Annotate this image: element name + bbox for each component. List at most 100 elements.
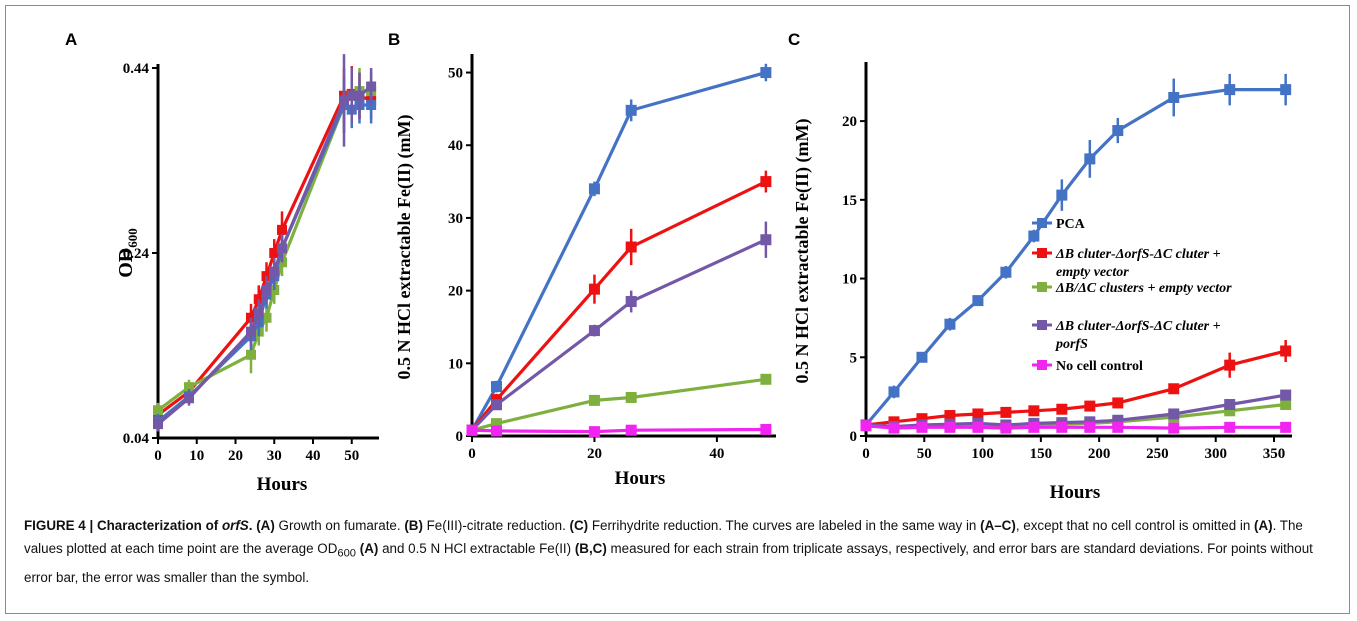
- series-line: [470, 180, 767, 432]
- caption-text-c: Ferrihydrite reduction. The curves are l…: [588, 518, 981, 533]
- data-point: [1168, 408, 1180, 420]
- data-point: [1168, 422, 1180, 434]
- legend-marker: [1037, 218, 1047, 228]
- panel-label: B: [388, 30, 400, 49]
- data-point: [888, 422, 900, 434]
- data-point: [1028, 405, 1040, 417]
- y-tick-label: 20: [842, 114, 857, 130]
- data-point: [1056, 421, 1068, 433]
- data-point: [490, 425, 502, 437]
- caption-fig-label-end: .: [248, 518, 253, 533]
- data-point: [1224, 359, 1236, 371]
- x-tick-label: 50: [917, 446, 932, 462]
- data-point: [1084, 400, 1096, 412]
- x-tick-label: 250: [1146, 446, 1169, 462]
- caption-text-a2: . The values plotted at each time point …: [24, 518, 1303, 556]
- x-tick-label: 350: [1263, 446, 1286, 462]
- legend-label: No cell control: [1056, 359, 1143, 374]
- data-point: [1056, 189, 1068, 201]
- data-point: [625, 296, 637, 308]
- series-line: [471, 427, 766, 434]
- data-point: [588, 325, 600, 337]
- data-point: [916, 413, 928, 425]
- data-point: [1224, 84, 1236, 96]
- data-point: [490, 399, 502, 411]
- y-tick-label: 15: [842, 193, 857, 209]
- y-tick-label: 0.44: [123, 61, 150, 77]
- series-green: [153, 68, 377, 418]
- y-tick-label: 10: [448, 356, 463, 372]
- panel-label: C: [788, 30, 800, 49]
- caption-text-a: Growth on fumarate.: [274, 518, 405, 533]
- caption-od-sub: 600: [337, 547, 357, 560]
- data-point: [1028, 230, 1040, 242]
- y-tick-label: 0.04: [123, 431, 150, 447]
- x-tick-label: 100: [971, 446, 994, 462]
- series-line: [470, 238, 767, 432]
- data-point: [1112, 414, 1124, 426]
- legend-label: empty vector: [1056, 265, 1129, 280]
- data-point: [1000, 406, 1012, 418]
- legend-label: porfS: [1055, 337, 1088, 352]
- data-point: [760, 234, 772, 246]
- data-point: [184, 393, 194, 404]
- y-tick-label: 10: [842, 272, 857, 288]
- panel-label: A: [65, 30, 77, 49]
- caption-text-bc: measured for each strain from triplicate…: [24, 541, 1313, 585]
- x-axis-title: Hours: [257, 474, 308, 495]
- chart-panel-b: B 0 10 20 30 40 50 0 20 40 Hours 0.5 N HCl extracta…: [388, 30, 776, 489]
- data-point: [1168, 383, 1180, 395]
- caption-tag-ac: (A–C): [980, 518, 1016, 533]
- series-purple: [153, 54, 377, 432]
- x-axis-title: Hours: [615, 468, 666, 489]
- series-purple: [466, 221, 772, 436]
- x-tick-label: 20: [587, 446, 602, 462]
- figure-frame: [5, 5, 1350, 614]
- x-tick-label: 20: [228, 448, 243, 464]
- caption-tag-a2: (A): [1254, 518, 1273, 533]
- caption-text-a3: and 0.5 N HCl extractable Fe(II): [378, 541, 575, 556]
- y-tick-label: 0: [850, 429, 858, 445]
- data-point: [153, 405, 163, 416]
- data-point: [1112, 125, 1124, 137]
- data-point: [625, 424, 637, 436]
- data-point: [1280, 399, 1292, 411]
- data-point: [1056, 403, 1068, 415]
- data-point: [588, 283, 600, 295]
- data-point: [1000, 422, 1012, 434]
- series-red: [153, 66, 377, 423]
- data-point: [354, 90, 365, 101]
- data-point: [944, 410, 956, 422]
- legend-marker: [1037, 320, 1047, 330]
- data-point: [1084, 421, 1096, 433]
- data-point: [269, 266, 280, 277]
- data-point: [1028, 421, 1040, 433]
- data-point: [346, 90, 357, 101]
- y-axis-title: OD600: [115, 228, 140, 278]
- data-point: [184, 382, 194, 393]
- data-point: [490, 418, 502, 430]
- chart-legend: PCA ΔB cluter-ΔorfS-ΔC cluter + empty vect…: [1032, 217, 1232, 374]
- caption-tag-bc: (B,C): [574, 541, 607, 556]
- y-axis-title: 0.5 N HCl extractable Fe(II) (mM): [792, 119, 813, 384]
- data-point: [1280, 345, 1292, 357]
- data-point: [760, 67, 772, 79]
- data-point: [972, 295, 984, 307]
- x-tick-label: 50: [344, 448, 359, 464]
- series-line: [157, 89, 372, 412]
- caption-tag-b: (B): [404, 518, 423, 533]
- x-tick-label: 40: [306, 448, 321, 464]
- data-point: [261, 285, 272, 295]
- data-point: [339, 95, 349, 106]
- data-point: [972, 421, 984, 433]
- data-point: [261, 312, 272, 323]
- x-tick-label: 40: [709, 446, 724, 462]
- x-tick-label: 150: [1030, 446, 1053, 462]
- y-axis-title: 0.5 N HCl extractable Fe(II) (mM): [394, 115, 415, 380]
- x-tick-label: 0: [862, 446, 870, 462]
- data-point: [466, 424, 478, 436]
- data-point: [760, 373, 772, 385]
- legend-label: ΔB/ΔC clusters + empty vector: [1055, 281, 1232, 296]
- data-point: [277, 243, 287, 254]
